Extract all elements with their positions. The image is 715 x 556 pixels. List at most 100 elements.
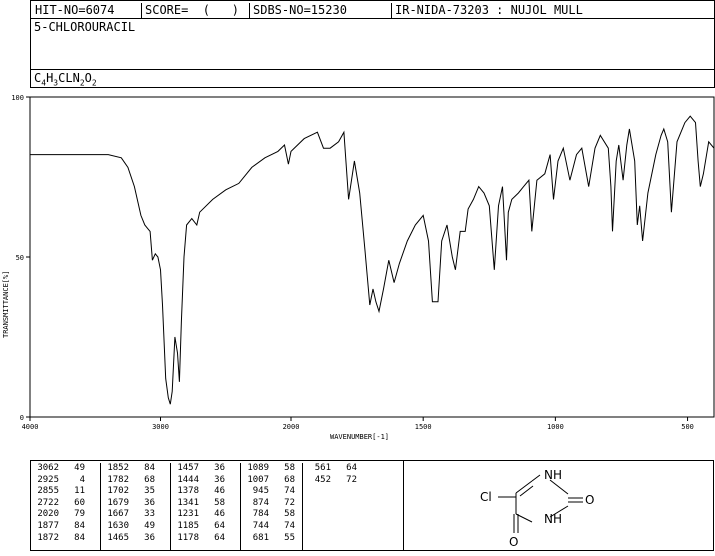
bond-c5-c6-double [519,485,534,497]
bond-c2-n3 [549,505,569,518]
peak-transmittance: 36 [214,463,225,473]
peak-transmittance: 49 [74,463,85,473]
bond-c5-c6 [515,480,533,494]
peak-row: 1007 68 [241,475,302,487]
peak-wavenumber: 1630 [107,520,129,531]
peak-wavenumber: 1178 [177,532,199,543]
chemical-structure: Cl NH NH O O [480,468,594,549]
peak-transmittance: 49 [144,520,155,531]
peak-wavenumber: 1341 [177,497,199,508]
formula-h-count: 3 [53,78,59,88]
peak-row: 452 72 [303,475,403,487]
peak-row: 874 72 [241,498,302,510]
peak-wavenumber: 1444 [177,474,199,485]
peak-transmittance: 72 [346,474,357,485]
peak-transmittance: 36 [144,532,155,543]
plot-frame [29,96,715,418]
peak-column-2: 1852 84 1782 68 1702 35 1679 36 1667 33 1630 49 1465… [101,463,171,550]
peak-wavenumber: 1378 [177,486,199,497]
peak-row: 945 74 [241,486,302,498]
peak-transmittance: 84 [144,463,155,473]
peak-wavenumber: 1231 [177,509,199,520]
peak-row: 1231 46 [171,509,240,521]
bond-n3-c4 [515,513,533,523]
peak-row: 1852 84 [101,463,170,475]
x-axis-label: WAVENUMBER[-1] [330,433,389,441]
peak-wavenumber: 945 [252,486,269,497]
peak-transmittance: 79 [74,509,85,520]
peak-row: 1457 36 [171,463,240,475]
peak-transmittance: 58 [214,497,225,508]
peak-transmittance: 35 [144,486,155,497]
peak-transmittance: 33 [144,509,155,520]
peak-table: 3062 49 2925 4 2855 11 2722 60 2020 79 1877 84 1872 8… [30,460,404,551]
peak-transmittance: 58 [284,509,295,520]
peak-wavenumber: 2855 [37,486,59,497]
peak-row: 1679 36 [101,498,170,510]
peak-row: 1782 68 [101,475,170,487]
atom-o-right: O [585,493,594,507]
peak-row: 1341 58 [171,498,240,510]
peak-wavenumber: 2925 [37,474,59,485]
peak-row: 2020 79 [31,509,100,521]
y-tick-label: 0 [20,414,24,422]
peak-transmittance: 64 [214,520,225,531]
peak-wavenumber: 452 [314,474,331,485]
y-tick-label: 100 [11,94,24,102]
peak-row: 784 58 [241,509,302,521]
formula-n-count: 2 [79,78,85,88]
peak-wavenumber: 744 [252,520,269,531]
peak-wavenumber: 1852 [107,463,129,473]
peak-transmittance: 68 [284,474,295,485]
peak-row: 681 55 [241,533,302,545]
peak-wavenumber: 1007 [247,474,269,485]
peak-transmittance: 72 [284,497,295,508]
peak-wavenumber: 1185 [177,520,199,531]
peak-wavenumber: 1702 [107,486,129,497]
peak-row: 1877 84 [31,521,100,533]
compound-name: 5-CHLOROURACIL [34,20,136,34]
peak-row: 2855 11 [31,486,100,498]
peak-transmittance: 46 [214,509,225,520]
peak-wavenumber: 1089 [247,463,269,473]
formula-c: C [34,71,42,85]
peak-wavenumber: 874 [252,497,269,508]
peak-row: 1378 46 [171,486,240,498]
header-bar: HIT-NO=6074 SCORE= ( ) SDBS-NO=15230 IR-… [30,0,715,19]
peak-transmittance: 74 [284,486,295,497]
formula-o: O [84,71,92,85]
peak-wavenumber: 2020 [37,509,59,520]
peak-transmittance: 58 [284,463,295,473]
peak-row: 1444 36 [171,475,240,487]
peak-transmittance: 64 [346,463,357,473]
x-tick-label: 4000 [22,423,39,431]
peak-row: 1702 35 [101,486,170,498]
peak-wavenumber: 1465 [107,532,129,543]
peak-column-3: 1457 36 1444 36 1378 46 1341 58 1231 46 1185 64 1178… [171,463,241,550]
peak-transmittance: 64 [214,532,225,543]
peak-row: 744 74 [241,521,302,533]
bond-n1-c2 [549,479,569,495]
x-tick-label: 1500 [415,423,432,431]
ir-nida: IR-NIDA-73203 : NUJOL MULL [395,3,583,17]
peak-wavenumber: 1667 [107,509,129,520]
formula-h: H [46,71,54,85]
molecular-formula: C4H3CLN2O2 [34,71,97,90]
y-axis-label: TRANSMITTANCE[%] [2,271,10,338]
peak-transmittance: 68 [144,474,155,485]
peak-transmittance: 36 [144,497,155,508]
atom-o-bottom: O [509,535,518,549]
peak-transmittance: 55 [284,532,295,543]
peak-row: 1630 49 [101,521,170,533]
peak-wavenumber: 2722 [37,497,59,508]
peak-transmittance: 74 [284,520,295,531]
peak-row: 1465 36 [101,533,170,545]
peak-wavenumber: 784 [252,509,269,520]
atom-cl: Cl [480,490,492,504]
peak-row: 561 64 [303,463,403,475]
peak-row: 2722 60 [31,498,100,510]
peak-transmittance: 84 [74,532,85,543]
peak-row: 1185 64 [171,521,240,533]
formula-c-count: 4 [41,78,47,88]
peak-transmittance: 60 [74,497,85,508]
